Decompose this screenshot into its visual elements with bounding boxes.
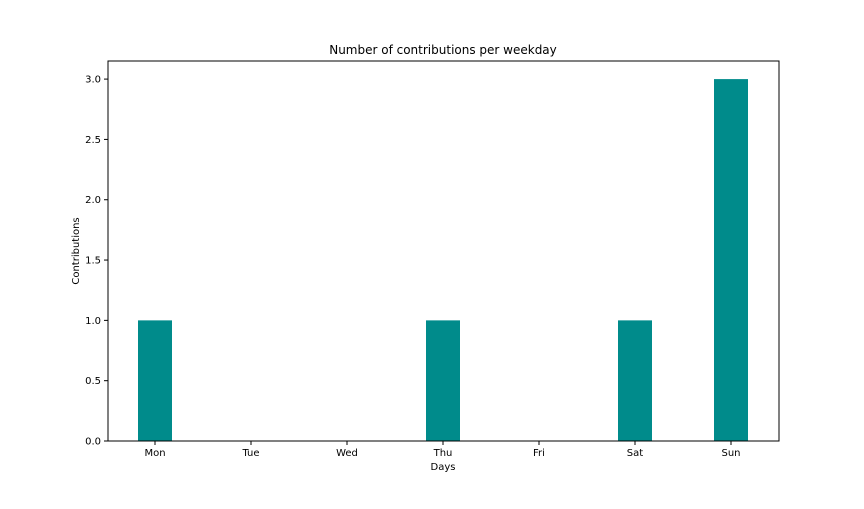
x-tick-label: Mon (144, 448, 165, 459)
bar-sat (618, 320, 652, 441)
y-ticks-group: 0.0 0.5 1.0 1.5 2.0 2.5 3.0 (85, 75, 108, 448)
x-ticks-group: Mon Tue Wed Thu Fri Sat Sun (144, 441, 741, 459)
bar-mon (138, 320, 172, 441)
x-tick-label: Sat (627, 448, 643, 459)
y-tick-label: 1.0 (85, 316, 101, 327)
x-tick-label: Thu (433, 448, 453, 459)
chart-title: Number of contributions per weekday (329, 43, 557, 57)
y-tick-label: 2.5 (85, 135, 101, 146)
x-axis-label: Days (431, 462, 456, 473)
y-tick-label: 3.0 (85, 75, 101, 86)
x-tick-label: Wed (336, 448, 358, 459)
y-tick-label: 2.0 (85, 195, 101, 206)
x-tick-label: Sun (721, 448, 740, 459)
y-tick-label: 1.5 (85, 256, 101, 267)
x-tick-label: Fri (533, 448, 545, 459)
y-axis-label: Contributions (71, 217, 82, 284)
plot-frame (107, 60, 780, 442)
y-tick-label: 0.0 (85, 437, 101, 448)
x-tick-label: Tue (241, 448, 259, 459)
y-tick-label: 0.5 (85, 376, 101, 387)
bar-sun (714, 79, 748, 441)
bar-thu (426, 320, 460, 441)
bars-group (138, 79, 748, 441)
